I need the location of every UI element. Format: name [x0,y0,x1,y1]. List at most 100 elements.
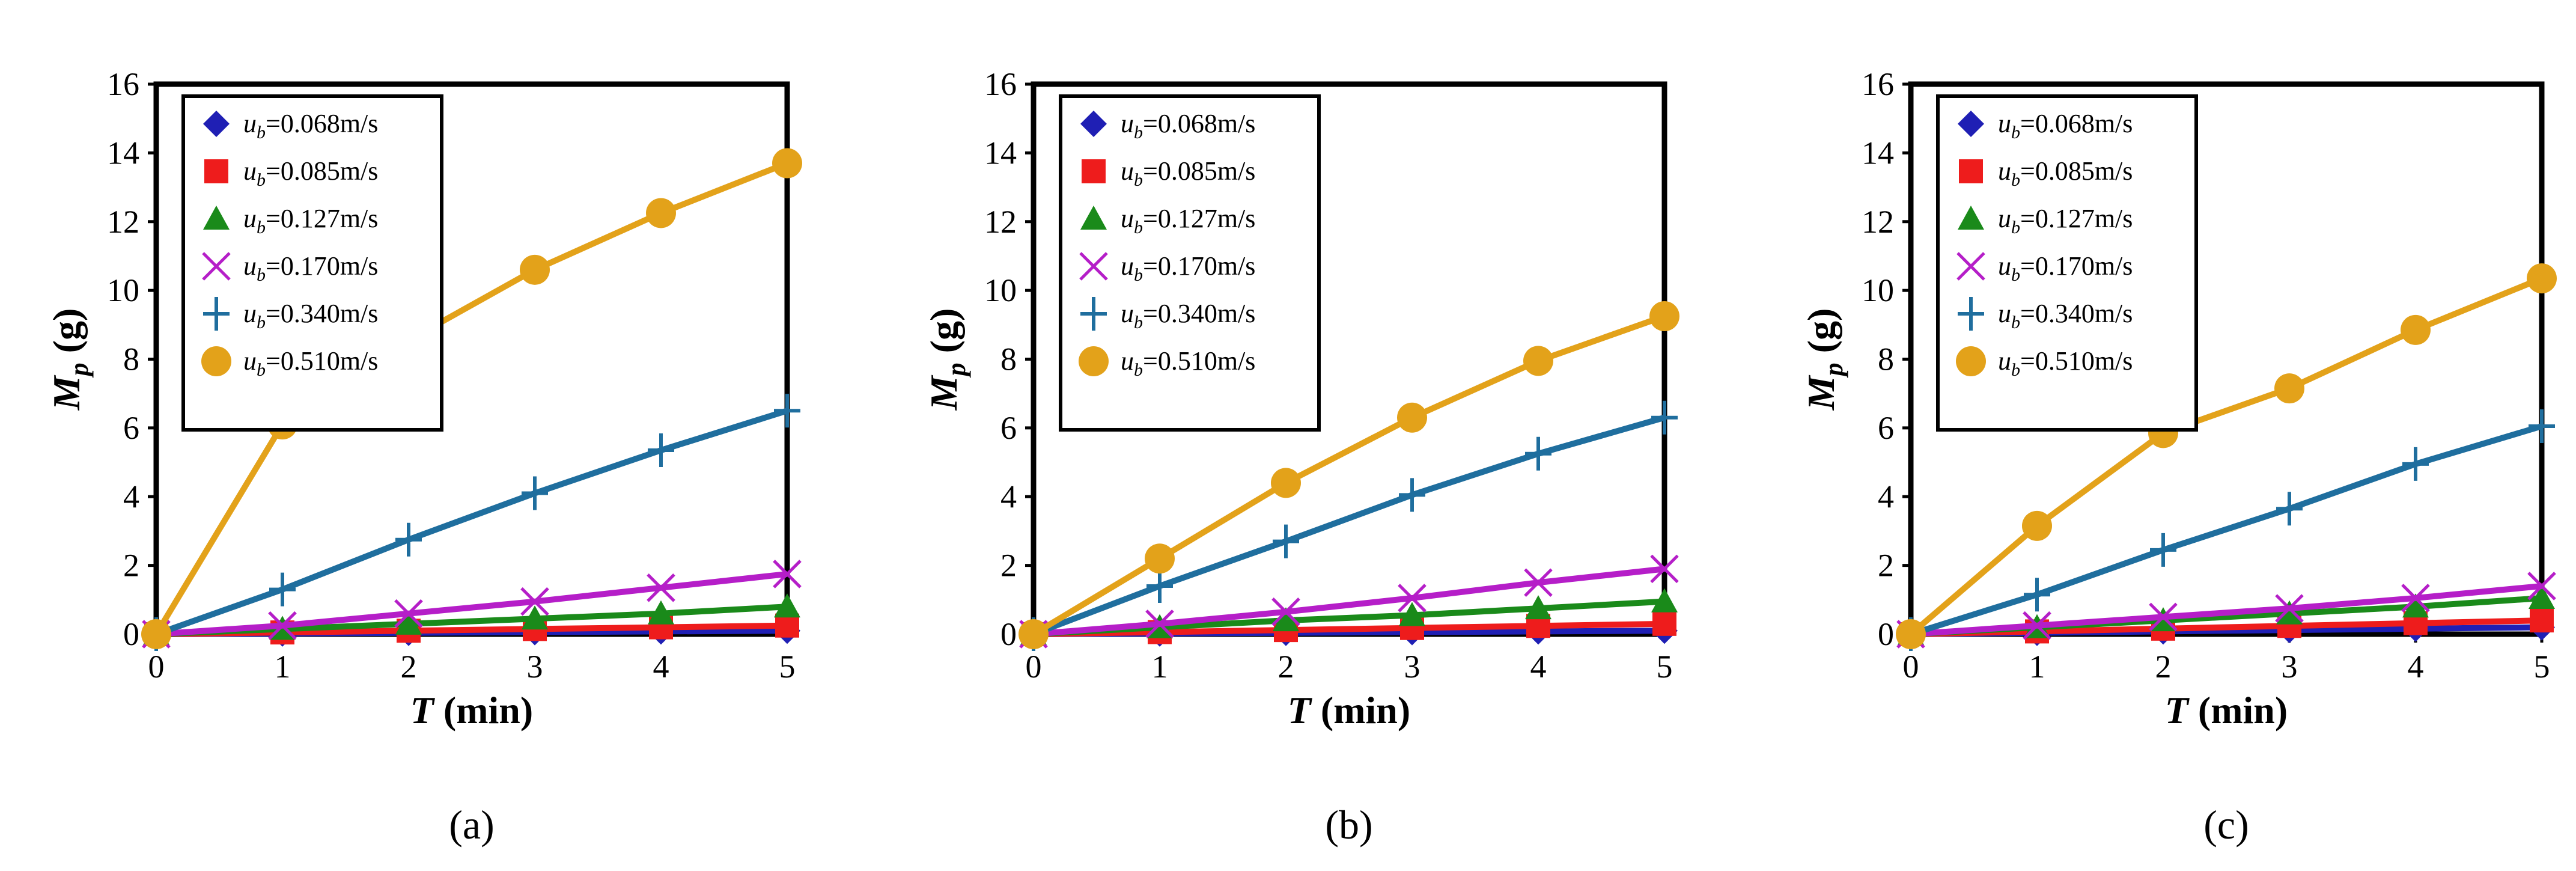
data-point-u0.340 [269,572,296,607]
data-point-u0.510 [2527,263,2557,294]
data-point-u0.170 [520,587,549,616]
x-tick-label: 1 [275,649,291,685]
x-axis-title: T (min) [1288,689,1410,732]
y-axis-title-unit: (g) [1800,308,1842,363]
data-point-u0.170 [773,560,802,588]
legend-label-symbol: u [1998,109,2011,138]
data-point-u0.510 [646,198,676,228]
data-point-u0.170 [1650,554,1679,584]
legend-label-value: =0.068m/s [266,109,378,138]
legend-marker-u0.068 [203,111,230,137]
legend-label-subscript: b [2011,123,2020,142]
legend-label-symbol: u [1121,156,1134,186]
legend-label: ub=0.340m/s [1998,299,2133,332]
legend-box [181,94,443,432]
legend-label-subscript: b [257,218,266,237]
data-point-u0.170 [394,599,423,628]
y-tick-label: 2 [123,548,139,584]
legend-box [1936,94,2198,432]
data-point-u0.127 [1399,602,1425,626]
data-point-u0.510 [1896,619,1926,649]
data-point-u0.085 [2530,608,2554,633]
x-axis-title-symbol: T [1288,689,1313,732]
data-point-u0.127 [2529,584,2555,609]
legend-label-symbol: u [1121,109,1134,138]
legend-marker-u0.085 [1082,159,1106,183]
x-tick-label: 4 [2408,649,2424,685]
series-line-u0.170 [1033,566,1665,637]
legend-label: ub=0.170m/s [1121,251,1255,285]
series-line-u0.510 [1908,275,2543,637]
y-tick-label: 10 [984,272,1017,308]
y-tick-label: 0 [123,616,139,652]
x-tick-label: 0 [1903,649,1919,685]
legend-marker-u0.127 [1958,206,1984,230]
y-axis-title-subscript: p [1819,362,1848,378]
x-tick-label: 4 [653,649,669,685]
y-axis-title-unit: (g) [45,308,88,363]
data-point-u0.510 [1271,468,1301,498]
data-point-u0.340 [1399,478,1425,512]
legend-label-value: =0.127m/s [2020,204,2133,233]
legend-label-value: =0.170m/s [1143,251,1255,281]
y-tick-label: 0 [1878,616,1894,652]
series-line-u0.085 [1910,617,2542,637]
legend-label-subscript: b [257,360,266,380]
data-point-u0.127 [2402,593,2429,618]
data-point-u0.510 [2401,314,2431,345]
x-axis-title-symbol: T [2165,689,2190,732]
legend-label: ub=0.510m/s [1998,346,2133,380]
legend-label-symbol: u [1121,299,1134,328]
legend-label-symbol: u [1998,346,2011,376]
data-point-u0.127 [2276,600,2303,625]
legend-label-subscript: b [257,123,266,142]
data-point-u0.127 [1273,607,1299,632]
legend-label-value: =0.085m/s [266,156,378,186]
x-axis-title-unit: (min) [2188,689,2288,732]
data-point-u0.170 [1271,597,1300,626]
data-point-u0.127 [774,593,800,618]
series-line-u0.085 [1033,620,1665,637]
data-point-u0.170 [2149,602,2178,632]
legend-marker-u0.170 [1079,252,1108,281]
series-line-u0.170 [156,570,788,637]
data-point-u0.340 [1651,400,1678,435]
data-point-u0.340 [2150,533,2176,567]
y-tick-label: 2 [1878,548,1894,584]
data-point-u0.340 [1146,569,1173,603]
data-point-u0.127 [1651,588,1678,613]
legend-label-subscript: b [1134,360,1143,380]
legend-marker-u0.340 [1958,297,1984,331]
y-tick-label: 14 [1862,135,1894,171]
y-tick-label: 10 [107,272,139,308]
data-point-u0.510 [520,254,550,285]
data-point-u0.170 [2527,572,2556,601]
legend-label: ub=0.510m/s [1121,346,1255,380]
legend-label-symbol: u [243,346,257,376]
legend-marker-u0.068 [1958,111,1984,137]
legend-label-subscript: b [2011,218,2020,237]
data-point-u0.170 [647,573,675,602]
legend-marker-u0.340 [203,297,230,331]
y-axis-title-symbol: M [45,374,88,411]
legend-label: ub=0.085m/s [243,156,378,190]
data-point-u0.085 [775,613,799,638]
y-tick-label: 12 [984,204,1017,240]
legend-label: ub=0.510m/s [243,346,378,380]
legend-marker-u0.510 [201,346,231,376]
legend-marker-u0.085 [204,159,228,183]
legend-label: ub=0.170m/s [243,251,378,285]
legend-label: ub=0.068m/s [243,109,378,142]
legend-label-subscript: b [1134,313,1143,332]
data-point-u0.510 [2022,510,2052,541]
y-tick-label: 6 [1878,410,1894,446]
data-point-u0.510 [141,619,171,649]
x-axis-title-unit: (min) [1311,689,1410,732]
y-tick-label: 8 [123,341,139,377]
legend-marker-u0.068 [1080,111,1107,137]
legend-label: ub=0.127m/s [243,204,378,237]
legend-label-value: =0.170m/s [2020,251,2133,281]
y-axis-title: Mp (g) [922,308,971,411]
